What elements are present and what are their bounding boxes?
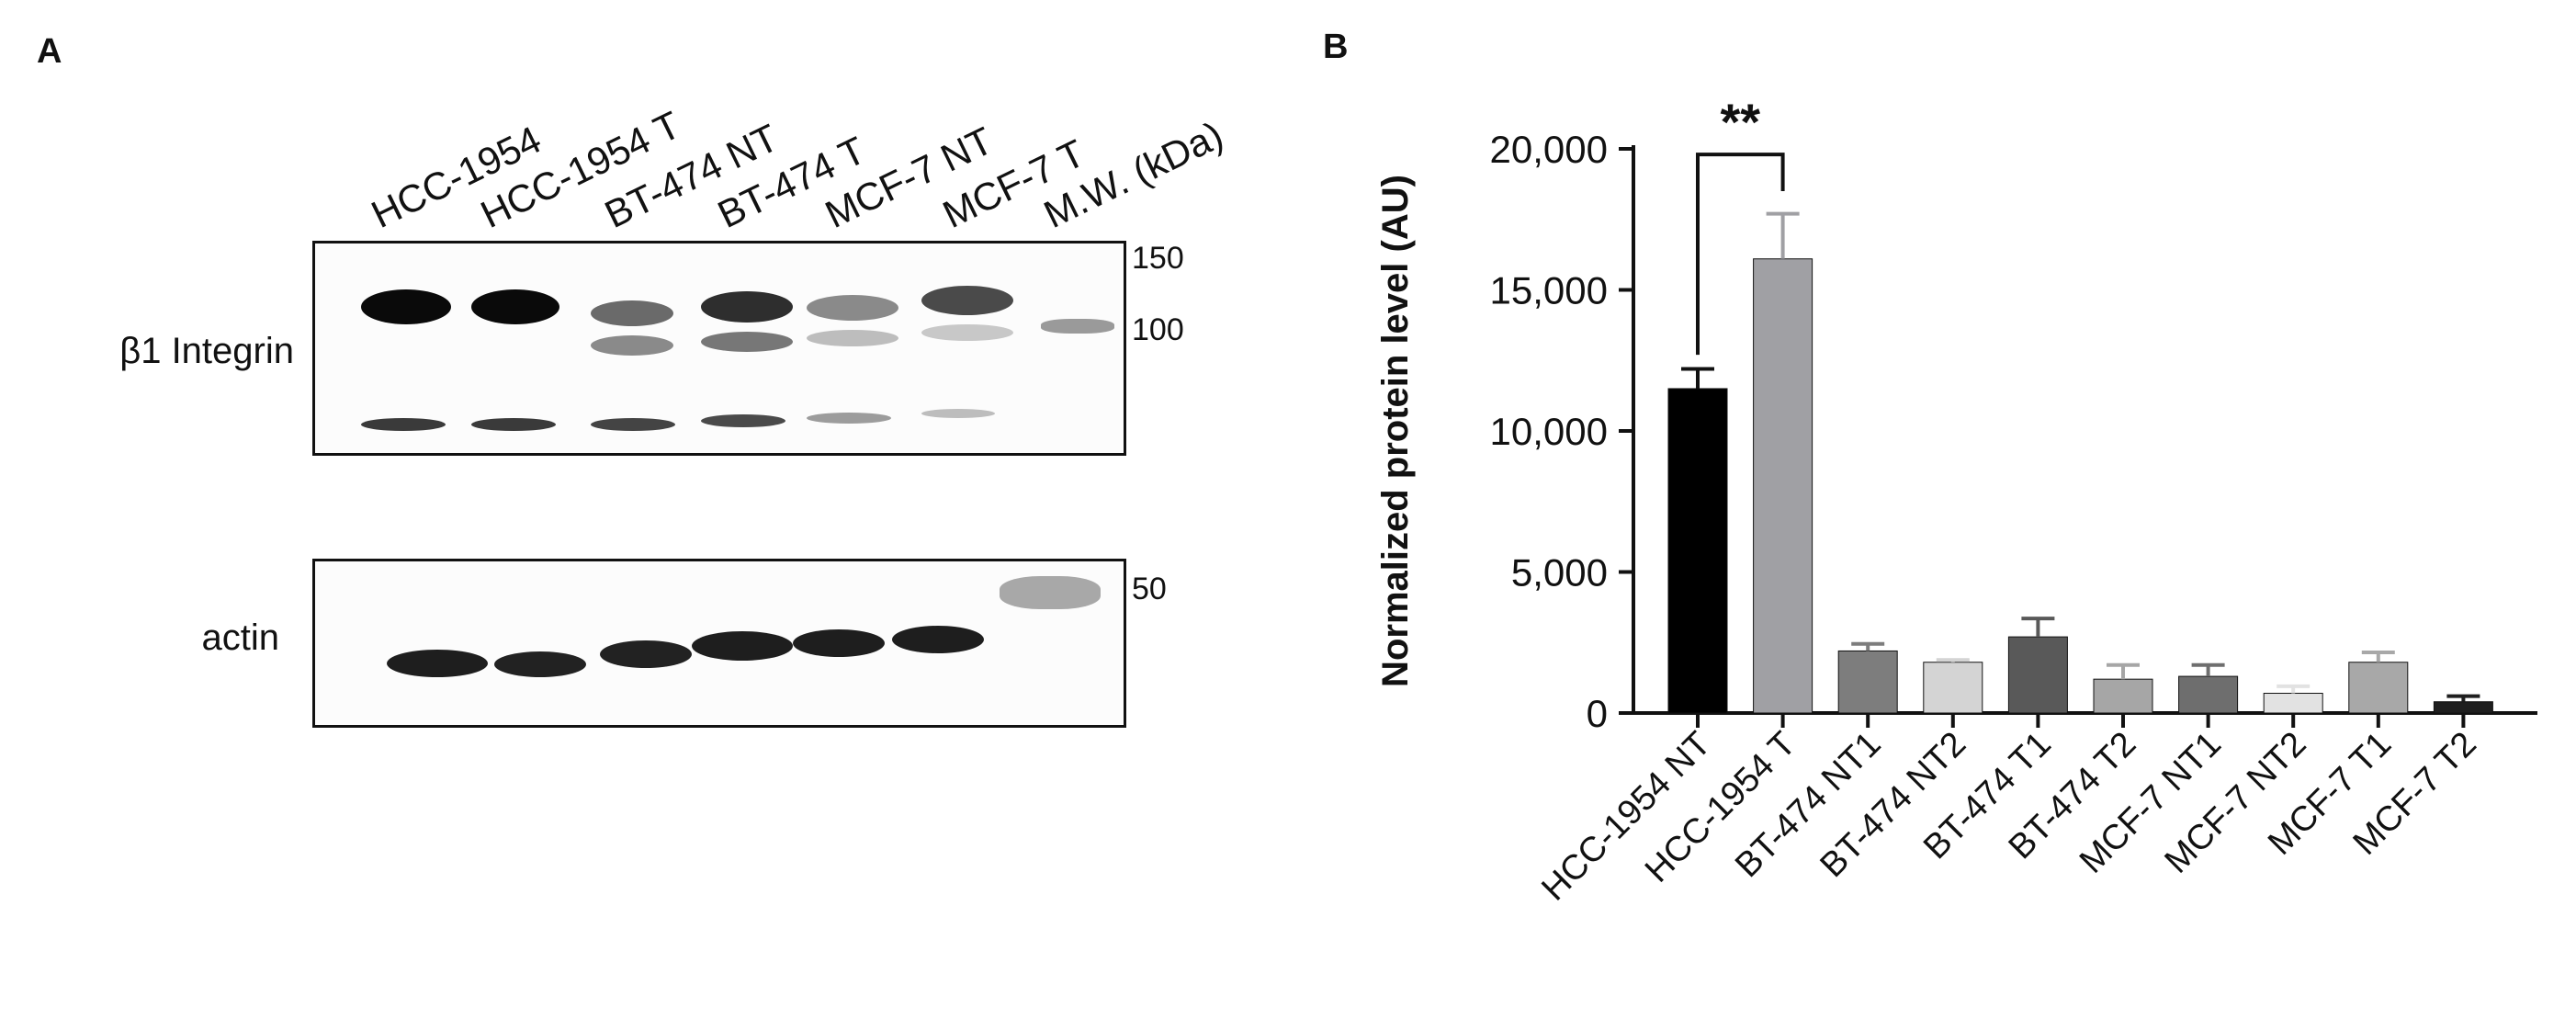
bar — [2348, 662, 2409, 714]
integrin-band — [701, 332, 793, 352]
actin-band — [793, 629, 885, 657]
integrin-band — [471, 289, 559, 324]
integrin-lower-band — [807, 413, 891, 424]
y-tick-label: 15,000 — [1490, 269, 1608, 312]
integrin-lower-band — [701, 414, 785, 427]
ladder-band — [1041, 319, 1114, 334]
y-axis-title: Normalized protein level (AU) — [1375, 175, 1416, 687]
y-tick-label: 0 — [1587, 692, 1608, 735]
mw-marker-150: 150 — [1132, 241, 1184, 276]
bar — [2093, 678, 2153, 714]
integrin-band — [921, 286, 1013, 315]
y-tick-label: 10,000 — [1490, 410, 1608, 453]
significance-label: ** — [1721, 93, 1761, 151]
bar — [2433, 701, 2493, 714]
bar — [1923, 662, 1983, 714]
actin-band — [600, 640, 692, 668]
mw-marker-100: 100 — [1132, 312, 1184, 347]
integrin-band — [807, 295, 898, 321]
bar-chart-panel: B 0 5,000 10,000 15,000 20,000 Normalized pro… — [1286, 0, 2576, 1014]
integrin-band — [807, 330, 898, 346]
integrin-band — [361, 289, 451, 324]
actin-band — [494, 651, 586, 677]
integrin-band — [591, 335, 673, 356]
bar-chart: 0 5,000 10,000 15,000 20,000 Normalized prote… — [1375, 93, 2537, 909]
bar — [2178, 675, 2239, 714]
panel-b-letter: B — [1323, 28, 1349, 66]
integrin-band — [701, 291, 793, 323]
actin-row-label: actin — [201, 617, 280, 658]
mw-marker-50: 50 — [1132, 572, 1167, 606]
integrin-row-label: β1 Integrin — [119, 331, 294, 371]
ladder-band — [1000, 576, 1101, 609]
integrin-lower-band — [361, 418, 446, 431]
integrin-band — [921, 324, 1013, 341]
actin-band — [692, 631, 793, 661]
actin-band — [387, 650, 488, 677]
bar — [1667, 388, 1728, 714]
bar — [2007, 636, 2068, 714]
bar — [2263, 693, 2323, 714]
significance-bracket — [1696, 153, 1785, 356]
integrin-blot-image — [312, 241, 1126, 456]
actin-band — [892, 626, 984, 653]
integrin-lower-band — [591, 418, 675, 431]
western-blot-panel: A HCC-1954 HCC-1954 T BT-474 NT BT-474 T… — [0, 0, 1286, 1014]
actin-blot-image — [312, 559, 1126, 728]
integrin-lower-band — [921, 409, 995, 418]
bar — [1753, 258, 1813, 714]
y-tick-label: 20,000 — [1490, 128, 1608, 171]
y-tick-label: 5,000 — [1511, 551, 1608, 594]
integrin-lower-band — [471, 418, 556, 431]
bar — [1837, 650, 1898, 714]
panel-a-letter: A — [37, 32, 62, 71]
integrin-band — [591, 300, 673, 326]
